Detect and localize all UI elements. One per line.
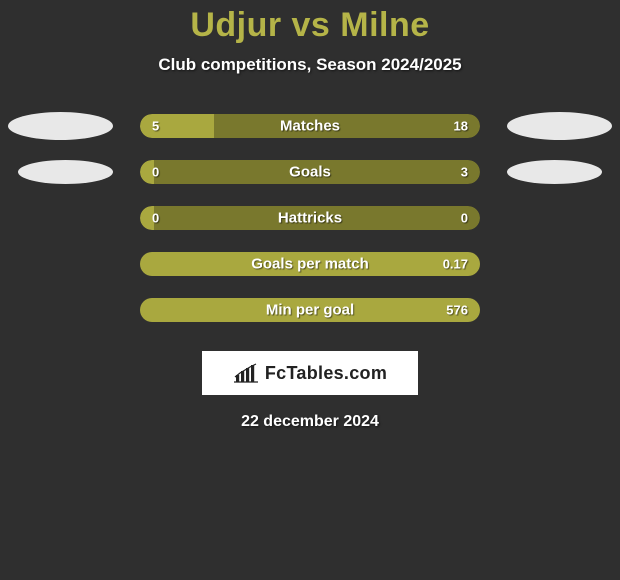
stat-value-right: 0 [461,211,468,226]
stat-label: Hattricks [278,210,342,227]
page-title: Udjur vs Milne [0,0,620,45]
subtitle: Club competitions, Season 2024/2025 [0,55,620,75]
logo-box: FcTables.com [202,351,418,395]
stat-row: Goals per match 0.17 [0,241,620,287]
stat-row: Min per goal 576 [0,287,620,333]
logo-text: FcTables.com [265,363,387,384]
player-marker-left [18,160,113,184]
player-marker-right [507,112,612,140]
stat-value-left: 0 [152,165,159,180]
stat-value-right: 18 [454,119,468,134]
stat-label: Goals [289,164,331,181]
stat-value-left: 0 [152,211,159,226]
stat-value-right: 576 [446,303,468,318]
stat-row: Matches 5 18 [0,103,620,149]
stat-bar: Goals 0 3 [140,160,480,184]
player-marker-right [507,160,602,184]
stat-bar-right [214,114,480,138]
stat-row: Goals 0 3 [0,149,620,195]
bar-chart-icon [233,363,259,383]
stat-value-right: 0.17 [443,257,468,272]
stat-bar: Matches 5 18 [140,114,480,138]
stat-value-left: 5 [152,119,159,134]
player-marker-left [8,112,113,140]
stat-label: Matches [280,118,340,135]
stat-value-right: 3 [461,165,468,180]
stat-bar: Hattricks 0 0 [140,206,480,230]
date-label: 22 december 2024 [0,413,620,431]
stat-bar: Min per goal 576 [140,298,480,322]
stat-label: Goals per match [251,256,369,273]
stat-bar: Goals per match 0.17 [140,252,480,276]
stat-label: Min per goal [266,302,354,319]
stat-row: Hattricks 0 0 [0,195,620,241]
comparison-chart: Matches 5 18 Goals 0 3 Hattricks 0 0 Goals per ma… [0,103,620,333]
